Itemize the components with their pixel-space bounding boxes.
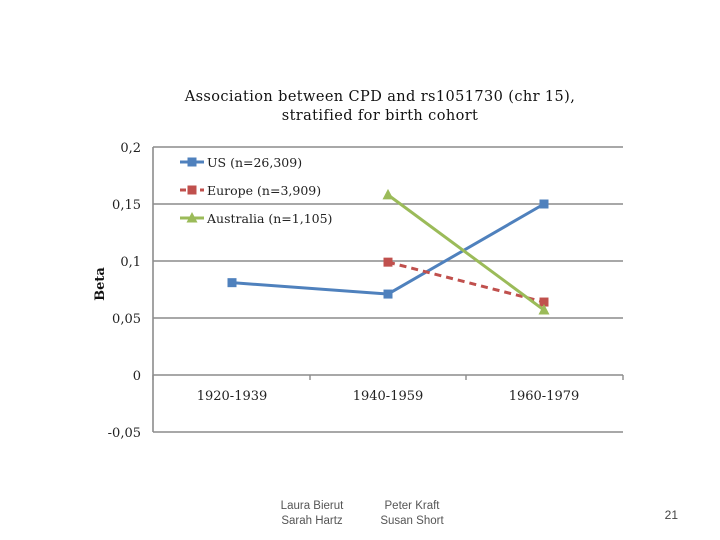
x-tick-label: 1960-1979 (509, 389, 580, 404)
credit-left-name-2: Sarah Hartz (281, 515, 343, 527)
data-point-0 (227, 278, 237, 288)
chart-title-line-1: Association between CPD and rs1051730 (c… (184, 89, 576, 105)
series-line-2 (387, 193, 545, 312)
series-line-1 (387, 260, 545, 304)
chart-title: Association between CPD and rs1051730 (c… (150, 88, 610, 126)
legend-marker-0 (187, 157, 197, 167)
legend-marker-2 (186, 212, 198, 223)
legend-label-1: Europe (n=3,909) (207, 183, 321, 198)
credit-left: Laura Bierut Sarah Hartz (262, 499, 362, 529)
page-number: 21 (664, 508, 678, 522)
y-tick-label: 0,15 (112, 198, 141, 213)
y-axis-label: Beta (93, 267, 108, 301)
data-point-1 (383, 257, 393, 267)
data-point-1 (539, 297, 549, 307)
credit-right-name-2: Susan Short (380, 515, 444, 527)
y-tick-label: -0,05 (108, 426, 141, 441)
legend-marker-1 (187, 185, 197, 195)
data-point-0 (383, 289, 393, 299)
data-point-2 (538, 304, 550, 315)
y-tick-label: 0 (133, 369, 141, 384)
chart-title-line-2: stratified for birth cohort (281, 108, 479, 124)
data-point-2 (382, 188, 394, 200)
y-tick-label: 0,1 (120, 255, 141, 270)
credit-right-name-1: Peter Kraft (384, 500, 440, 512)
x-tick-label: 1920-1939 (197, 389, 268, 404)
legend-label-0: US (n=26,309) (207, 155, 302, 170)
legend-label-2: Australia (n=1,105) (206, 211, 332, 226)
credit-left-name-1: Laura Bierut (280, 500, 344, 512)
y-tick-label: 0,05 (112, 312, 141, 327)
credit-right: Peter Kraft Susan Short (362, 499, 462, 529)
y-tick-label: 0,2 (120, 141, 141, 156)
x-tick-label: 1940-1959 (353, 389, 424, 404)
data-point-0 (539, 199, 549, 209)
